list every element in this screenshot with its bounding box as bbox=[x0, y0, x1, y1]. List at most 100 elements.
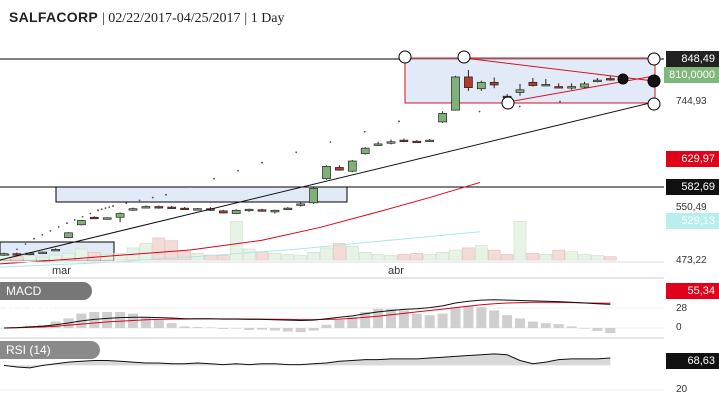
macd-histogram-bar bbox=[179, 326, 190, 328]
handle-top-left[interactable] bbox=[398, 50, 412, 64]
interval-label: 1 Day bbox=[250, 11, 285, 26]
handle-top-mid[interactable] bbox=[457, 50, 471, 64]
candle-body bbox=[141, 206, 151, 209]
volume-bar bbox=[113, 253, 127, 261]
macd-histogram-bar bbox=[566, 326, 577, 328]
macd-value-tag[interactable]: 55,34 bbox=[666, 283, 719, 299]
volume-bar bbox=[578, 254, 591, 261]
candle-body bbox=[283, 207, 293, 211]
volume-bar bbox=[603, 256, 617, 261]
sma-dot bbox=[104, 207, 107, 210]
price-tag-red[interactable]: 629,97 bbox=[666, 151, 719, 167]
candle-body bbox=[102, 217, 112, 220]
volume-bar bbox=[591, 255, 604, 261]
sma-dot bbox=[189, 185, 191, 188]
volume-bar bbox=[242, 248, 256, 261]
macd-histogram-bar bbox=[605, 328, 616, 334]
volume-bar bbox=[23, 255, 37, 261]
macd-panel-label[interactable]: MACD (12,26,9) bbox=[0, 282, 92, 316]
volume-bar bbox=[345, 245, 359, 261]
candle-body bbox=[270, 209, 280, 213]
volume-bar bbox=[100, 254, 114, 261]
macd-histogram-bar bbox=[334, 320, 345, 328]
candle-body bbox=[554, 86, 564, 89]
handle-top-right[interactable] bbox=[647, 52, 661, 66]
candle-body bbox=[115, 213, 125, 218]
sma-dot bbox=[213, 177, 215, 180]
candle-body bbox=[322, 166, 331, 180]
volume-bar bbox=[423, 254, 437, 261]
volume-bar bbox=[384, 255, 398, 261]
candle-body bbox=[425, 139, 435, 142]
candle-body bbox=[515, 89, 525, 93]
candle-body bbox=[464, 76, 473, 89]
candle-body bbox=[593, 79, 602, 83]
volume-bar bbox=[565, 251, 578, 261]
price-tick-550: 550,49 bbox=[676, 202, 707, 213]
rsi-tick-20: 20 bbox=[676, 384, 688, 395]
sma-dot bbox=[151, 196, 154, 199]
macd-histogram-bar bbox=[231, 328, 242, 329]
sma-dot bbox=[89, 212, 92, 215]
macd-histogram-bar bbox=[269, 328, 280, 331]
rsi-panel-label[interactable]: RSI (14) bbox=[0, 341, 100, 359]
macd-histogram-bar bbox=[308, 328, 319, 331]
handle-bottom-mid[interactable] bbox=[501, 96, 515, 110]
price-tag-cyan[interactable]: 529,13 bbox=[666, 213, 719, 229]
sma-dot bbox=[261, 161, 263, 164]
candle-body bbox=[528, 81, 538, 86]
volume-bar bbox=[178, 251, 191, 261]
handle-bottom-right[interactable] bbox=[647, 97, 661, 111]
rsi-value-tag[interactable]: 68,63 bbox=[666, 353, 719, 369]
sma-dot bbox=[73, 219, 76, 221]
rsi-fill bbox=[4, 353, 611, 368]
macd-histogram-bar bbox=[140, 316, 151, 328]
volume-bar bbox=[358, 252, 372, 261]
candle-body bbox=[193, 208, 202, 211]
triangle-lower-line[interactable] bbox=[507, 75, 655, 103]
price-tag-last[interactable]: 810,0000 bbox=[664, 67, 719, 83]
macd-histogram-bar bbox=[386, 308, 396, 328]
volume-bar bbox=[371, 254, 385, 261]
candle-body bbox=[154, 206, 164, 209]
separator: | bbox=[244, 11, 251, 26]
volume-bar bbox=[152, 237, 166, 261]
sma-dot bbox=[49, 230, 52, 232]
volume-bar bbox=[204, 254, 217, 261]
sma-dot bbox=[66, 222, 68, 225]
sma-dot bbox=[237, 169, 239, 172]
macd-histogram-bar bbox=[205, 327, 216, 328]
volume-bar bbox=[552, 249, 566, 261]
volume-bar bbox=[410, 253, 424, 261]
price-tick-744: 744,93 bbox=[676, 96, 707, 107]
trend-line[interactable] bbox=[0, 101, 655, 261]
candle-body bbox=[399, 139, 409, 142]
candle-body bbox=[296, 203, 306, 206]
volume-bar bbox=[62, 253, 75, 261]
volume-bar bbox=[88, 252, 101, 261]
sma-dot bbox=[24, 243, 27, 245]
candle-body bbox=[605, 78, 615, 81]
handle-black-right[interactable] bbox=[647, 74, 661, 88]
candle-body bbox=[347, 160, 357, 172]
volume-bar bbox=[75, 248, 88, 261]
volume-bar bbox=[36, 256, 50, 261]
separator: | bbox=[101, 11, 109, 26]
macd-histogram-bar bbox=[166, 323, 177, 328]
volume-bar bbox=[307, 252, 320, 261]
macd-line bbox=[3, 299, 611, 329]
consolidation-box-top[interactable] bbox=[404, 57, 656, 104]
candle-body bbox=[64, 232, 73, 238]
sma-dot bbox=[518, 105, 521, 108]
handle-black-left[interactable] bbox=[617, 73, 629, 85]
price-tag-top-line[interactable]: 848,49 bbox=[666, 51, 719, 67]
candle-body bbox=[257, 209, 267, 212]
consolidation-box-middle[interactable] bbox=[55, 186, 348, 203]
price-tag-black[interactable]: 582,69 bbox=[666, 179, 719, 195]
macd-histogram-bar bbox=[437, 313, 448, 328]
candle-body bbox=[180, 207, 189, 211]
candle-body bbox=[0, 253, 9, 256]
volume-bar bbox=[449, 249, 462, 261]
sma-dot bbox=[57, 226, 60, 228]
